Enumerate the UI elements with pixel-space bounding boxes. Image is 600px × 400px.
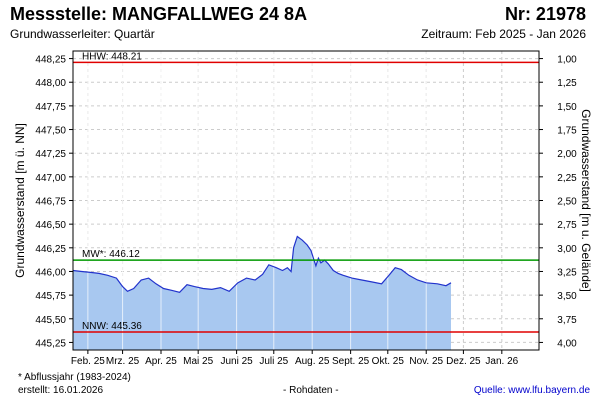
y-tick-label: 446,00 (35, 267, 66, 278)
series-layer (72, 51, 452, 350)
y-tick-label: 447,50 (35, 126, 66, 137)
y2-tick-label: 3,75 (557, 315, 577, 326)
y-tick-label: 446,50 (35, 220, 66, 231)
y-tick-label: 445,75 (35, 291, 66, 302)
y2-axis-label: Grundwasserstand [m u. Gelände] (579, 109, 593, 292)
y2-tick-label: 1,00 (557, 55, 577, 66)
y2-tick-label: 1,25 (557, 78, 577, 89)
reference-label: NNW: 445.36 (82, 321, 142, 332)
period-label: Zeitraum: Feb 2025 - Jan 2026 (421, 27, 586, 41)
y2-tick-label: 2,75 (557, 220, 577, 231)
x-tick-label: Juni 25 (220, 356, 253, 367)
y-tick-label: 448,00 (35, 78, 66, 89)
y2-tick-label: 2,00 (557, 149, 577, 160)
y2-tick-label: 1,50 (557, 102, 577, 113)
chart-title: Messstelle: MANGFALLWEG 24 8A (10, 4, 308, 24)
y2-tick-label: 3,25 (557, 267, 577, 278)
x-tick-label: Feb. 25 (71, 356, 105, 367)
station-number: Nr: 21978 (504, 4, 586, 24)
y-tick-label: 446,75 (35, 197, 66, 208)
x-tick-label: Okt. 25 (372, 356, 405, 367)
source-link[interactable]: Quelle: www.lfu.bayern.de (473, 385, 590, 396)
y-axis-label: Grundwasserstand [m ü. NN] (13, 123, 27, 278)
x-tick-label: Nov. 25 (409, 356, 443, 367)
y2-tick-label: 1,75 (557, 126, 577, 137)
y2-tick-label: 2,25 (557, 173, 577, 184)
y2-tick-label: 3,50 (557, 291, 577, 302)
x-tick-label: Juli 25 (259, 356, 288, 367)
created-date: erstellt: 16.01.2026 (18, 385, 104, 396)
y-tick-label: 447,25 (35, 149, 66, 160)
x-tick-label: Sept. 25 (332, 356, 370, 367)
x-tick-label: Mai 25 (183, 356, 213, 367)
axes-layer: 448,25 1,00 448,00 1,25 447,75 1,50 447,50 1,75… (35, 55, 577, 367)
x-tick-label: Mrz. 25 (106, 356, 140, 367)
x-tick-label: Jan. 26 (485, 356, 518, 367)
x-tick-label: Aug. 25 (295, 356, 330, 367)
reference-lines-layer: HHW: 448.21 MW*: 446.12 NNW: 445.36 (73, 51, 539, 333)
y2-tick-label: 4,00 (557, 338, 577, 349)
y-tick-label: 445,25 (35, 338, 66, 349)
y-tick-label: 447,00 (35, 173, 66, 184)
footnote: * Abflussjahr (1983-2024) (18, 372, 131, 383)
y-tick-label: 445,50 (35, 315, 66, 326)
x-tick-label: Dez. 25 (446, 356, 481, 367)
series-area (73, 236, 451, 350)
y2-tick-label: 2,50 (557, 197, 577, 208)
y-tick-label: 448,25 (35, 55, 66, 66)
x-tick-label: Apr. 25 (145, 356, 177, 367)
y2-tick-label: 3,00 (557, 244, 577, 255)
y-tick-label: 446,25 (35, 244, 66, 255)
y-tick-label: 447,75 (35, 102, 66, 113)
series-line (72, 235, 452, 293)
reference-label: HHW: 448.21 (82, 51, 142, 62)
raw-data-note: - Rohdaten - (283, 385, 339, 396)
reference-label: MW*: 446.12 (82, 249, 140, 260)
aquifer-label: Grundwasserleiter: Quartär (10, 27, 155, 41)
